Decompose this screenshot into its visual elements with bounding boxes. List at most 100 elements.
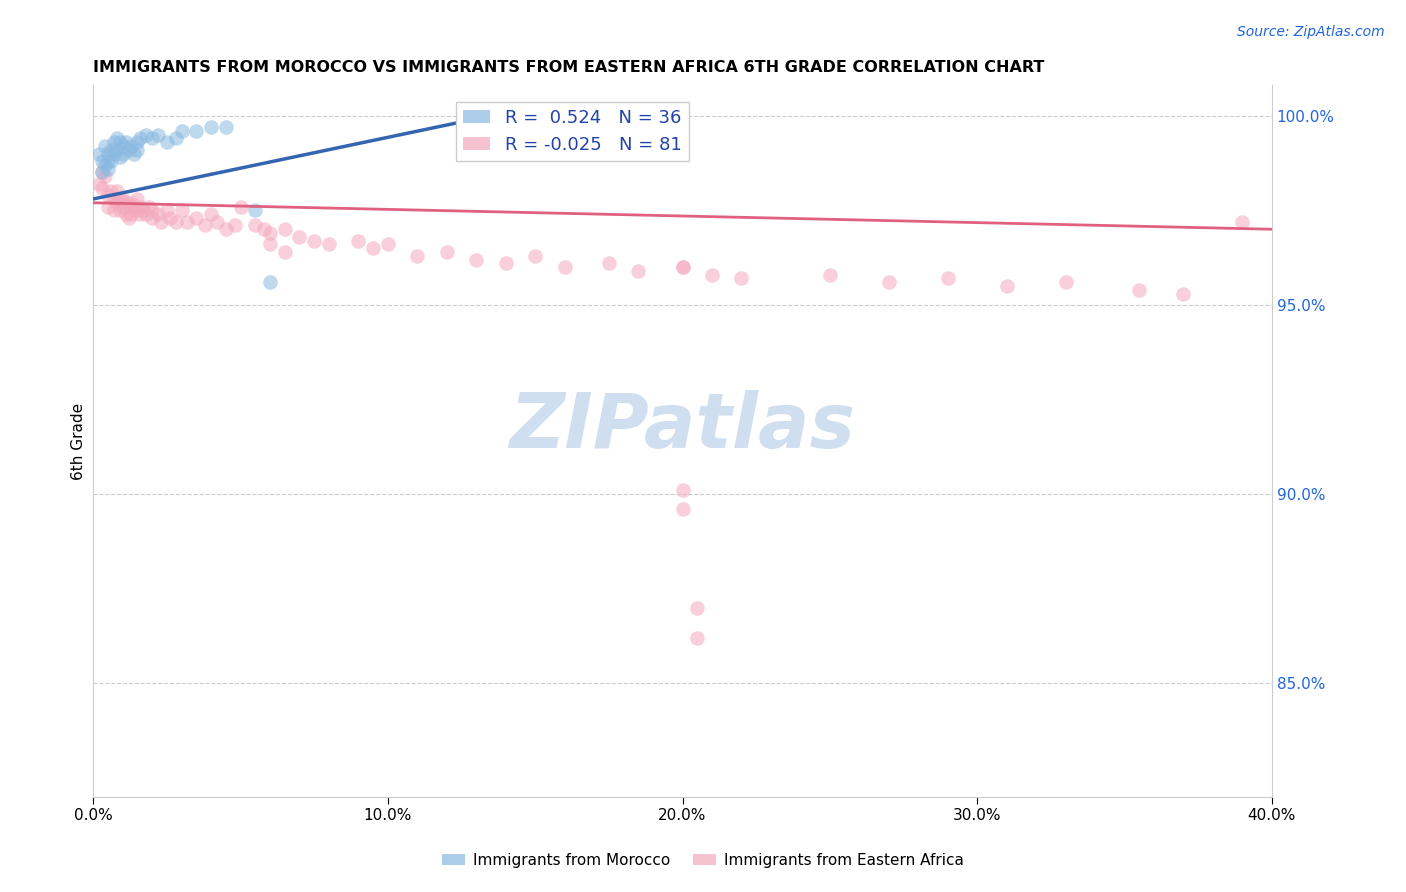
Point	[215, 120, 238, 134]
Point	[141, 211, 163, 225]
Point	[111, 139, 134, 153]
Point	[465, 252, 488, 267]
Point	[361, 241, 384, 255]
Point	[114, 135, 136, 149]
Point	[97, 200, 120, 214]
Point	[141, 203, 163, 218]
Point	[377, 237, 399, 252]
Point	[274, 222, 297, 236]
Point	[1054, 275, 1077, 289]
Point	[97, 161, 120, 176]
Point	[127, 143, 149, 157]
Point	[627, 264, 650, 278]
Text: IMMIGRANTS FROM MOROCCO VS IMMIGRANTS FROM EASTERN AFRICA 6TH GRADE CORRELATION : IMMIGRANTS FROM MOROCCO VS IMMIGRANTS FR…	[93, 60, 1045, 75]
Point	[524, 249, 547, 263]
Point	[200, 207, 222, 221]
Point	[259, 237, 281, 252]
Point	[129, 131, 152, 145]
Y-axis label: 6th Grade: 6th Grade	[72, 402, 86, 480]
Point	[818, 268, 841, 282]
Point	[156, 135, 179, 149]
Point	[146, 128, 169, 142]
Text: ZIPatlas: ZIPatlas	[509, 390, 855, 464]
Point	[146, 207, 169, 221]
Point	[105, 131, 128, 145]
Point	[111, 192, 134, 206]
Point	[159, 211, 181, 225]
Point	[100, 154, 122, 169]
Point	[105, 195, 128, 210]
Point	[149, 215, 172, 229]
Point	[108, 192, 131, 206]
Point	[671, 260, 693, 274]
Point	[108, 203, 131, 218]
Point	[117, 211, 139, 225]
Point	[127, 203, 149, 218]
Point	[170, 203, 193, 218]
Point	[554, 260, 576, 274]
Point	[1173, 286, 1195, 301]
Point	[165, 215, 187, 229]
Point	[302, 234, 325, 248]
Point	[127, 135, 149, 149]
Point	[91, 165, 114, 179]
Point	[105, 143, 128, 157]
Point	[156, 203, 179, 218]
Text: Source: ZipAtlas.com: Source: ZipAtlas.com	[1237, 25, 1385, 39]
Point	[186, 211, 208, 225]
Point	[117, 200, 139, 214]
Point	[91, 165, 114, 179]
Point	[253, 222, 276, 236]
Point	[598, 256, 620, 270]
Point	[224, 219, 246, 233]
Point	[877, 275, 900, 289]
Point	[103, 203, 125, 218]
Point	[103, 146, 125, 161]
Point	[135, 207, 157, 221]
Point	[114, 195, 136, 210]
Legend: Immigrants from Morocco, Immigrants from Eastern Africa: Immigrants from Morocco, Immigrants from…	[436, 847, 970, 873]
Point	[1232, 215, 1254, 229]
Point	[406, 249, 429, 263]
Point	[135, 128, 157, 142]
Point	[114, 207, 136, 221]
Point	[129, 200, 152, 214]
Legend: R =  0.524   N = 36, R = -0.025   N = 81: R = 0.524 N = 36, R = -0.025 N = 81	[456, 102, 689, 161]
Point	[686, 600, 709, 615]
Point	[259, 275, 281, 289]
Point	[132, 203, 155, 218]
Point	[686, 631, 709, 645]
Point	[141, 131, 163, 145]
Point	[186, 124, 208, 138]
Point	[245, 203, 267, 218]
Point	[100, 143, 122, 157]
Point	[97, 188, 120, 202]
Point	[215, 222, 238, 236]
Point	[100, 185, 122, 199]
Point	[194, 219, 217, 233]
Point	[103, 135, 125, 149]
Point	[97, 154, 120, 169]
Point	[103, 192, 125, 206]
Point	[995, 279, 1018, 293]
Point	[121, 195, 143, 210]
Point	[87, 146, 110, 161]
Point	[91, 180, 114, 194]
Point	[274, 244, 297, 259]
Point	[200, 120, 222, 134]
Point	[111, 146, 134, 161]
Point	[1128, 283, 1150, 297]
Point	[94, 158, 117, 172]
Point	[129, 207, 152, 221]
Point	[671, 260, 693, 274]
Point	[127, 192, 149, 206]
Point	[245, 219, 267, 233]
Point	[259, 226, 281, 240]
Point	[318, 237, 340, 252]
Point	[124, 146, 146, 161]
Point	[347, 234, 370, 248]
Point	[229, 200, 252, 214]
Point	[105, 185, 128, 199]
Point	[165, 131, 187, 145]
Point	[111, 200, 134, 214]
